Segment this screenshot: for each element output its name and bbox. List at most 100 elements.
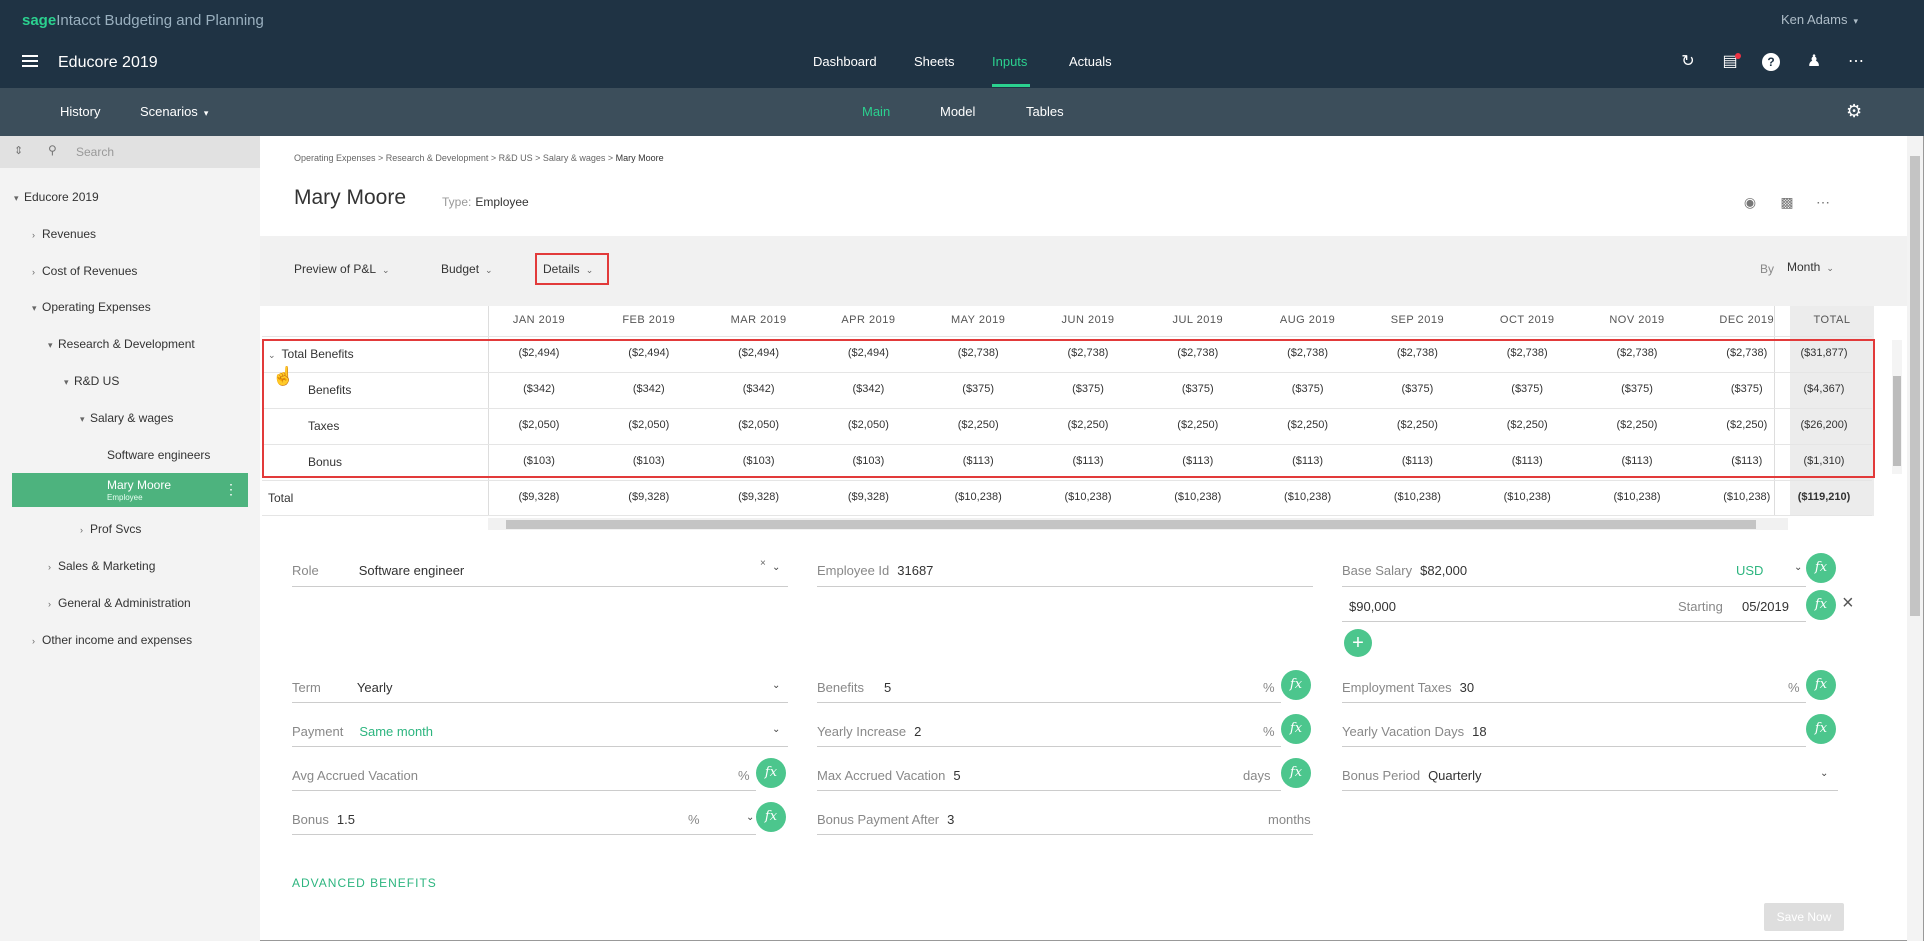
table-cell[interactable]: ($2,250) [1177, 419, 1219, 431]
kebab-icon[interactable]: ⋮ [224, 481, 238, 497]
user-menu[interactable]: Ken Adams ▾ [1780, 12, 1858, 27]
chevron-down-icon[interactable]: ⌄ [268, 350, 276, 360]
close-icon[interactable]: × [1842, 592, 1854, 614]
table-cell[interactable]: ($113) [1401, 455, 1433, 467]
page-scrollbar-thumb[interactable] [1910, 156, 1920, 616]
add-raise-button[interactable]: + [1344, 629, 1372, 657]
formula-button[interactable]: fx [1806, 670, 1836, 700]
table-cell[interactable]: ($342) [742, 383, 775, 395]
table-cell[interactable]: ($10,238) [1723, 491, 1771, 503]
base-salary-field[interactable]: Base Salary $82,000 [1342, 563, 1468, 578]
table-cell[interactable]: ($2,738) [1287, 347, 1329, 359]
yearly-increase-field[interactable]: Yearly Increase 2 [817, 724, 922, 739]
row-total-benefits[interactable]: ⌄ Total Benefits [268, 347, 354, 361]
formula-button[interactable]: fx [1281, 758, 1311, 788]
formula-button[interactable]: fx [1281, 714, 1311, 744]
table-cell[interactable]: ($375) [1730, 383, 1763, 395]
table-cell[interactable]: ($103) [632, 455, 665, 467]
advanced-benefits-link[interactable]: ADVANCED BENEFITS [292, 876, 437, 890]
table-cell[interactable]: ($2,250) [1287, 419, 1329, 431]
chevron-down-icon[interactable]: ⌄ [746, 812, 755, 823]
table-cell[interactable]: ($113) [1182, 455, 1214, 467]
table-cell[interactable]: ($103) [523, 455, 555, 467]
sidebar-item-cost-of-revenues[interactable]: › Cost of Revenues [32, 264, 138, 278]
table-cell[interactable]: ($2,250) [1726, 419, 1768, 431]
table-cell[interactable]: ($342) [632, 383, 665, 395]
yearly-vacation-field[interactable]: Yearly Vacation Days 18 [1342, 724, 1487, 739]
table-cell[interactable]: ($113) [1731, 455, 1763, 467]
table-cell[interactable]: ($2,250) [957, 419, 999, 431]
sidebar-item-operating-expenses[interactable]: ▾ Operating Expenses [32, 300, 151, 314]
chevron-down-icon[interactable]: ⌄ [1794, 562, 1803, 573]
table-cell[interactable]: ($2,494) [628, 347, 670, 359]
sidebar-item-prof-svcs[interactable]: › Prof Svcs [80, 522, 142, 536]
clear-icon[interactable]: × [760, 558, 766, 569]
table-cell[interactable]: ($2,050) [847, 419, 889, 431]
sidebar-item-educore[interactable]: ▾ Educore 2019 [14, 190, 99, 204]
employment-taxes-field[interactable]: Employment Taxes 30 [1342, 680, 1475, 695]
more-icon[interactable]: ⋯ [1816, 194, 1830, 210]
table-cell[interactable]: ($10,238) [954, 491, 1002, 503]
preview-pl-dropdown[interactable]: Preview of P&L ⌄ [294, 262, 390, 276]
sidebar-item-revenues[interactable]: › Revenues [32, 227, 97, 241]
table-cell[interactable]: ($2,050) [628, 419, 670, 431]
table-cell[interactable]: ($2,738) [1726, 347, 1768, 359]
table-cell[interactable]: ($375) [1181, 383, 1214, 395]
payment-field[interactable]: Payment Same month [292, 724, 434, 739]
sidebar-item-software-engineers[interactable]: Software engineers [107, 448, 211, 462]
refresh-icon[interactable]: ↻ [1681, 53, 1695, 70]
sidebar-item-other-income[interactable]: › Other income and expenses [32, 633, 193, 647]
nav-sheets[interactable]: Sheets [914, 54, 955, 69]
sidebar-item-rd-us[interactable]: ▾ R&D US [64, 374, 120, 388]
table-cell[interactable]: ($10,238) [1503, 491, 1551, 503]
bonus-payment-after-field[interactable]: Bonus Payment After 3 [817, 812, 955, 827]
bonus-period-field[interactable]: Bonus Period Quarterly [1342, 768, 1482, 783]
table-cell[interactable]: ($2,738) [1177, 347, 1219, 359]
table-cell[interactable]: ($113) [1621, 455, 1653, 467]
table-cell[interactable]: ($10,238) [1393, 491, 1441, 503]
table-cell[interactable]: ($2,738) [1616, 347, 1658, 359]
table-cell[interactable]: ($2,738) [957, 347, 999, 359]
more-icon[interactable]: ⋯ [1848, 53, 1864, 70]
table-cell[interactable]: ($2,494) [847, 347, 889, 359]
employee-id-field[interactable]: Employee Id 31687 [817, 563, 934, 578]
table-cell[interactable]: ($375) [1511, 383, 1544, 395]
max-accrued-vacation-field[interactable]: Max Accrued Vacation 5 [817, 768, 961, 783]
table-cell[interactable]: ($342) [523, 383, 555, 395]
table-cell[interactable]: ($2,050) [738, 419, 780, 431]
nav-dashboard[interactable]: Dashboard [813, 54, 877, 69]
trash-icon[interactable]: ▩ [1780, 194, 1794, 210]
table-cell[interactable]: ($375) [1072, 383, 1104, 395]
table-cell[interactable]: ($375) [1291, 383, 1324, 395]
sidebar-item-sales-marketing[interactable]: › Sales & Marketing [48, 559, 156, 573]
table-cell[interactable]: ($375) [1621, 383, 1653, 395]
tab-main[interactable]: Main [862, 104, 891, 119]
help-icon[interactable]: ? [1762, 53, 1780, 71]
currency-select[interactable]: USD [1736, 563, 1764, 578]
search-input[interactable]: Search [76, 145, 115, 159]
formula-button[interactable]: fx [1806, 553, 1836, 583]
sidebar-search[interactable]: ⇕ ⚲ Search [0, 136, 260, 168]
table-cell[interactable]: ($2,738) [1067, 347, 1109, 359]
table-cell[interactable]: ($103) [742, 455, 775, 467]
details-dropdown[interactable]: Details ⌄ [543, 262, 594, 276]
table-cell[interactable]: ($2,738) [1396, 347, 1438, 359]
table-scrollbar-thumb[interactable] [1893, 376, 1901, 466]
chevron-down-icon[interactable]: ⌄ [772, 562, 781, 573]
table-cell[interactable]: ($113) [1292, 455, 1324, 467]
notifications-icon[interactable]: ▤ [1722, 53, 1738, 70]
table-cell[interactable]: ($2,494) [738, 347, 780, 359]
chevron-down-icon[interactable]: ⌄ [772, 724, 781, 735]
table-cell[interactable]: ($113) [962, 455, 994, 467]
sidebar-item-mary-moore[interactable]: Mary Moore Employee ⋮ [12, 473, 248, 507]
term-field[interactable]: Term Yearly [292, 680, 393, 695]
table-cell[interactable]: ($113) [1511, 455, 1543, 467]
formula-button[interactable]: fx [1806, 714, 1836, 744]
sidebar-item-research-development[interactable]: ▾ Research & Development [48, 337, 195, 351]
table-cell[interactable]: ($10,238) [1284, 491, 1332, 503]
history-link[interactable]: History [60, 104, 101, 119]
table-cell[interactable]: ($10,238) [1174, 491, 1222, 503]
tab-tables[interactable]: Tables [1026, 104, 1064, 119]
table-cell[interactable]: ($2,050) [518, 419, 560, 431]
budget-dropdown[interactable]: Budget ⌄ [441, 262, 493, 276]
